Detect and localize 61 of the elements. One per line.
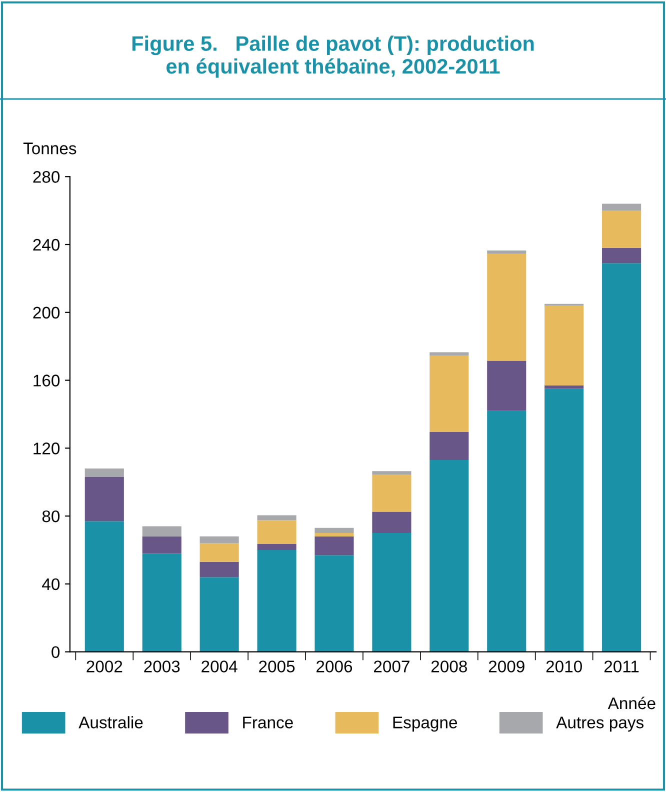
legend-label: France: [243, 716, 293, 728]
bar: [487, 250, 526, 254]
bar: [372, 533, 412, 652]
y-tick-label: 280: [33, 171, 60, 183]
bar: [544, 388, 584, 652]
x-tick-label: 2005: [259, 660, 295, 672]
bar: [142, 553, 182, 652]
legend-label: Australie: [78, 716, 143, 728]
legend-label: Autres pays: [556, 716, 644, 732]
x-tick-label: 2004: [202, 660, 238, 672]
bar: [544, 306, 584, 386]
y-axis-title: Tonnes: [23, 142, 76, 154]
bar: [142, 536, 182, 554]
bar: [314, 528, 354, 534]
bar: [602, 204, 642, 211]
bar: [200, 562, 239, 578]
legend-label: Espagne: [393, 716, 458, 732]
bar: [544, 385, 584, 389]
bar: [487, 254, 526, 361]
bar: [257, 550, 296, 652]
bar: [84, 477, 124, 522]
x-tick-label: 2006: [316, 660, 352, 672]
y-tick-label: 200: [33, 306, 60, 319]
bar: [314, 536, 354, 556]
bar: [142, 526, 182, 536]
y-tick-label: 160: [34, 374, 60, 386]
bar: [602, 210, 642, 248]
x-tick-label: 2007: [374, 660, 410, 672]
bar: [487, 410, 526, 652]
chart-title: Figure 5. Paille de pavot (T): production en équivalent thébaïne, 2002-2011: [132, 36, 534, 78]
bar: [430, 432, 469, 460]
x-tick-label: 2008: [431, 660, 467, 672]
bar: [487, 360, 526, 411]
bar: [200, 536, 239, 544]
bar: [430, 356, 469, 432]
x-tick-label: 2009: [488, 660, 524, 672]
y-tick-label: 0: [52, 646, 60, 658]
bar: [200, 577, 239, 652]
bar: [257, 544, 296, 550]
y-tick-label: 240: [33, 238, 60, 251]
y-tick-label: 120: [34, 442, 60, 454]
y-tick-label: 80: [42, 510, 60, 522]
x-tick-label: 2002: [86, 660, 122, 672]
y-tick-label: 40: [42, 578, 60, 590]
x-axis-title: Année: [608, 696, 656, 710]
bar: [84, 521, 124, 652]
x-tick-label: 2010: [546, 660, 582, 672]
x-tick-label: 2011: [604, 660, 639, 672]
bar: [257, 515, 296, 520]
bar: [430, 460, 469, 652]
bar: [84, 468, 124, 478]
bar: [314, 555, 354, 652]
bar: [257, 520, 296, 544]
x-tick-label: 2003: [144, 660, 180, 672]
bar: [314, 533, 354, 536]
bar: [372, 474, 412, 512]
bar: [200, 543, 239, 562]
bar: [372, 471, 412, 474]
bar: [602, 248, 642, 264]
bar: [602, 263, 642, 652]
bar: [372, 512, 412, 534]
